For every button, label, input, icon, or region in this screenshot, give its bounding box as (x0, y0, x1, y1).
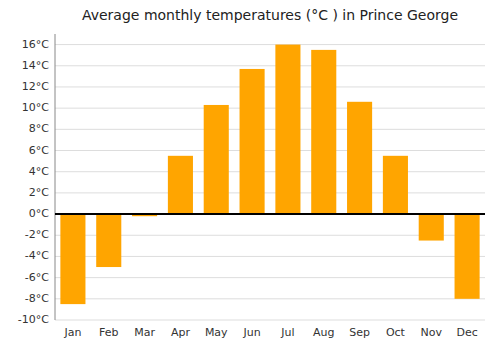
y-tick-label: -10°C (18, 313, 49, 326)
y-tick-label: 0°C (29, 207, 49, 220)
grid-line (55, 65, 485, 66)
grid-line (55, 44, 485, 45)
y-tick-label: -4°C (25, 249, 49, 262)
y-tick-label: 16°C (22, 38, 49, 51)
bar (240, 69, 265, 214)
grid-line (55, 277, 485, 278)
grid-line (55, 108, 485, 109)
bar (347, 102, 372, 214)
x-tick-label: Jan (63, 326, 81, 339)
y-tick-label: 2°C (29, 186, 49, 199)
x-tick-label: Apr (171, 326, 191, 339)
bar (275, 45, 300, 214)
bar (168, 156, 193, 214)
zero-line (55, 213, 485, 215)
title: Average monthly temperatures (°C ) in Pr… (82, 7, 458, 23)
y-tick-label: 12°C (22, 80, 49, 93)
x-tick-label: Mar (134, 326, 155, 339)
grid-line (55, 214, 485, 215)
grid-line (55, 320, 485, 321)
x-tick-label: Jul (280, 326, 294, 339)
y-tick-label: -8°C (25, 292, 49, 305)
grid-line (55, 171, 485, 172)
bar (383, 156, 408, 214)
x-tick-label: Aug (313, 326, 334, 339)
x-tick-label: May (205, 326, 228, 339)
chart: -10°C -8°C -6°C -4°C -2°C 0°C 2°C 4°C 6°C 8°C 10°C… (0, 0, 500, 350)
bar (311, 50, 336, 214)
y-tick-label: 6°C (29, 144, 49, 157)
x-tick-label: Dec (456, 326, 477, 339)
bar (455, 214, 480, 299)
y-tick-label: -2°C (25, 228, 49, 241)
grid-line (55, 129, 485, 130)
bar (419, 214, 444, 240)
x-tick-label: Sep (349, 326, 370, 339)
bars (60, 45, 479, 305)
x-tick-label: Oct (386, 326, 406, 339)
grid-line (55, 192, 485, 193)
x-tick-label: Nov (421, 326, 443, 339)
grid-line (55, 86, 485, 87)
x-axis: Jan Feb Mar Apr May Jun Jul Aug Sep Oct Nov Dec (63, 326, 477, 339)
y-tick-label: 4°C (29, 165, 49, 178)
y-tick-label: 8°C (29, 122, 49, 135)
grid-line (55, 150, 485, 151)
y-axis-line (55, 34, 56, 320)
y-axis: -10°C -8°C -6°C -4°C -2°C 0°C 2°C 4°C 6°C 8°C 10°C… (18, 34, 55, 326)
y-tick-label: 14°C (22, 59, 49, 72)
bar (204, 105, 229, 214)
grid-line (55, 298, 485, 299)
x-tick-label: Feb (99, 326, 118, 339)
y-tick-label: -6°C (25, 271, 49, 284)
x-tick-label: Jun (242, 326, 260, 339)
bar (96, 214, 121, 267)
grid (55, 45, 485, 320)
y-tick-label: 10°C (22, 101, 49, 114)
bar (60, 214, 85, 304)
